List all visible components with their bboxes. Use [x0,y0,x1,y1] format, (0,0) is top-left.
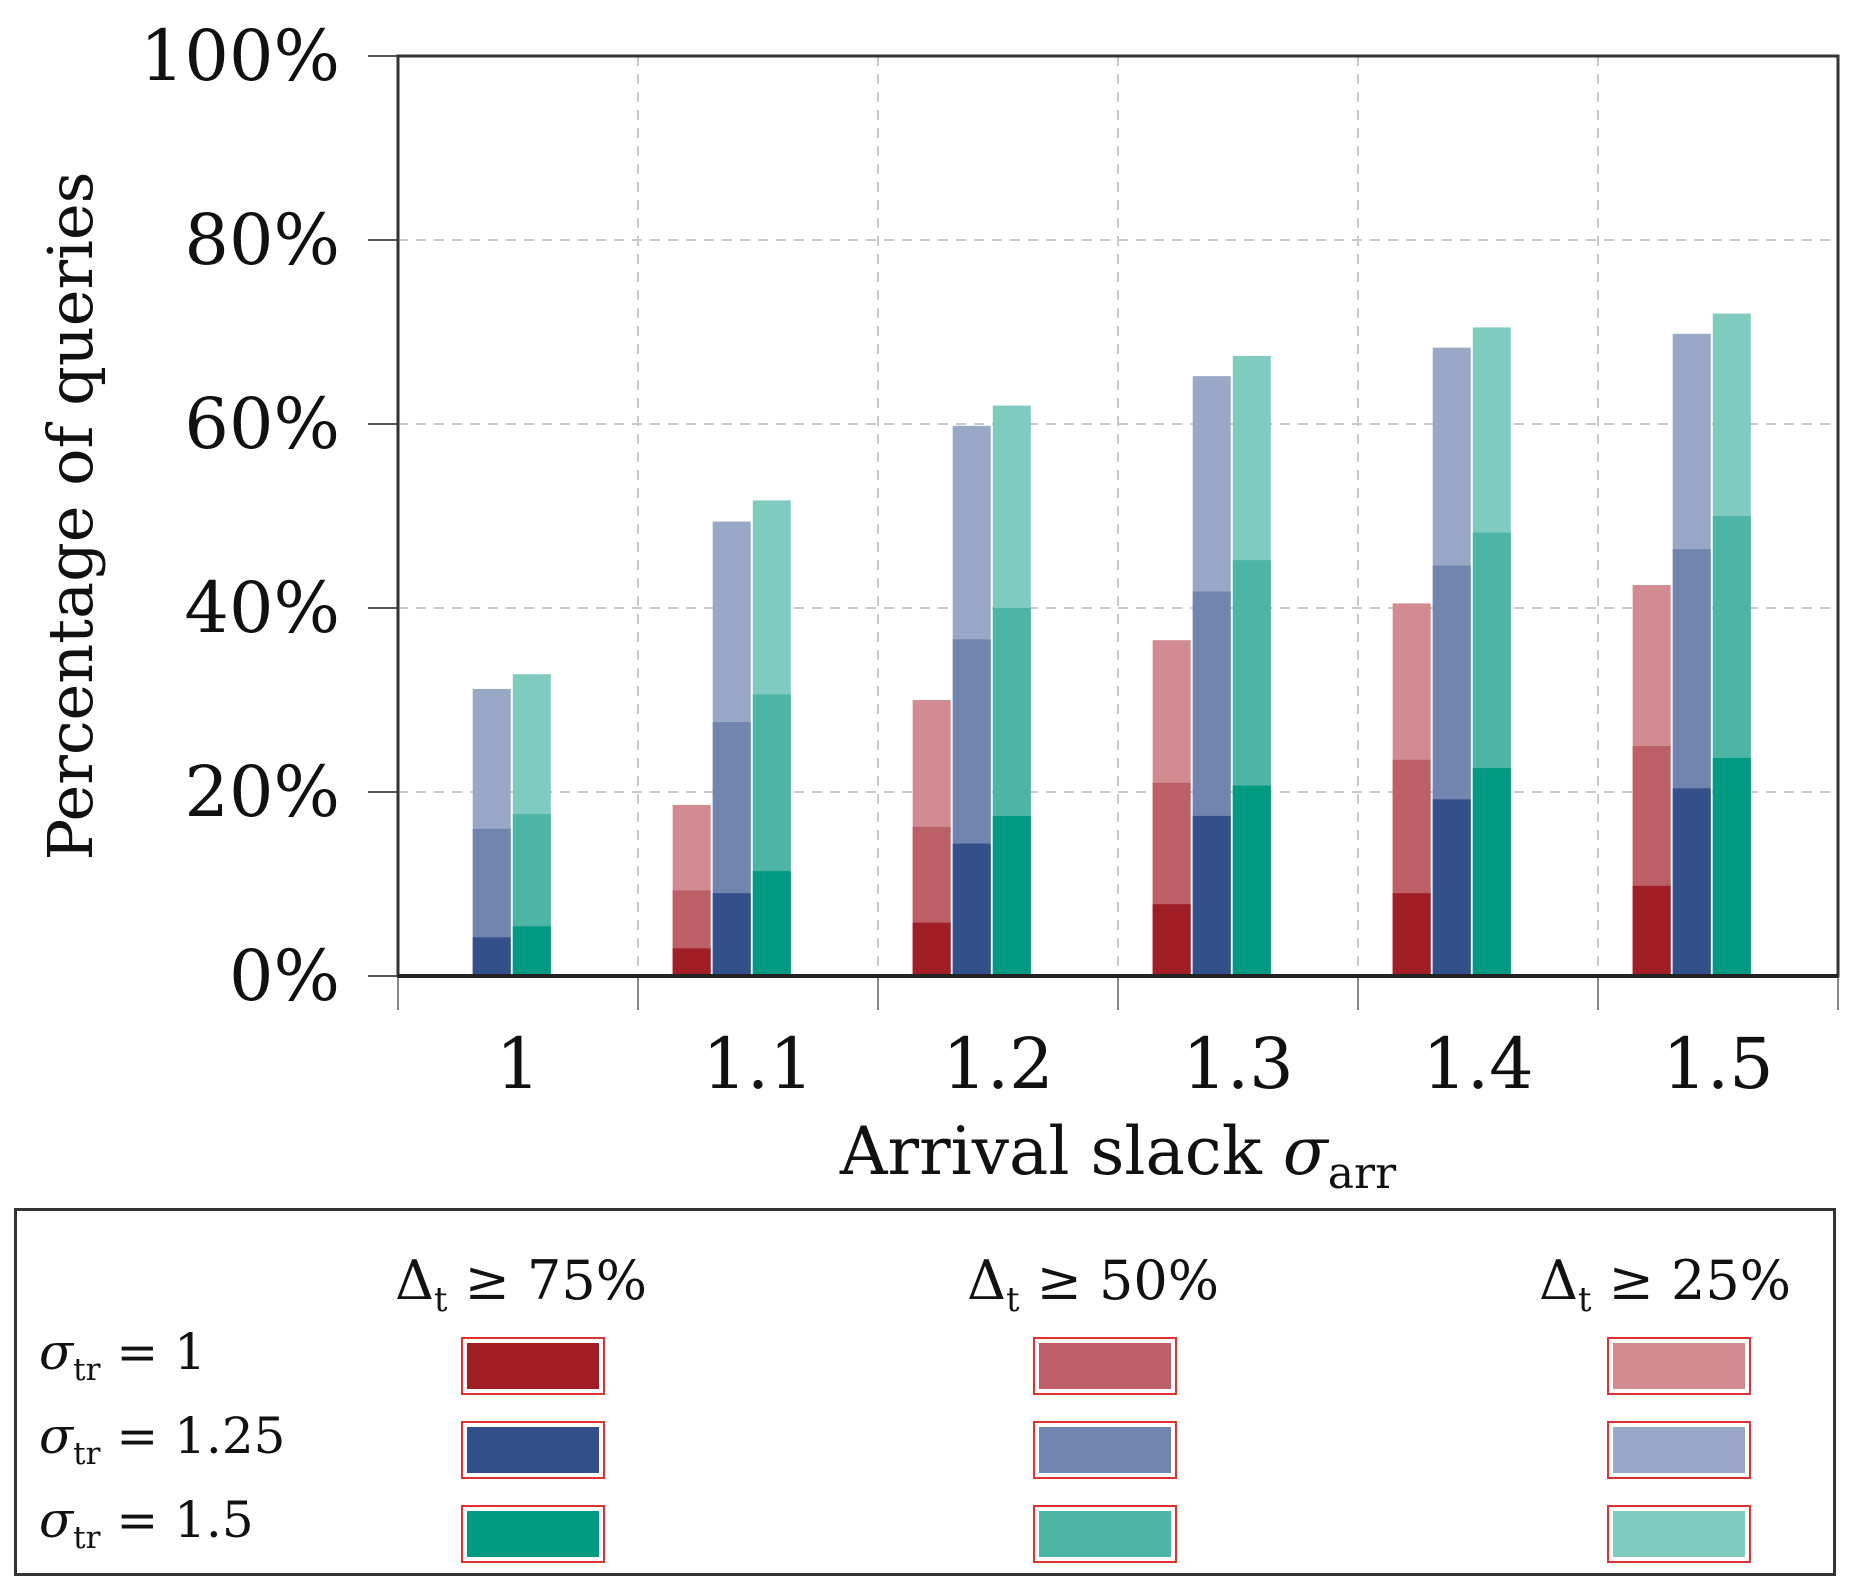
legend-swatch-sigma-tr-1-5-delta-25 [1607,1505,1751,1563]
legend-swatch-sigma-tr-1-delta-25 [1607,1337,1751,1395]
y-tick-label: 60% [184,383,340,465]
bar-sigma-tr-1-delta-75 [1632,885,1671,976]
y-tick-label: 0% [229,935,340,1017]
bar-sigma-tr-1-5-delta-75 [992,815,1031,976]
bar-sigma-tr-1-delta-75 [672,948,711,976]
legend-swatch-sigma-tr-1-delta-50 [1033,1337,1177,1395]
y-tick-label: 40% [184,567,340,649]
bar-sigma-tr-1-25-delta-75 [1432,799,1471,976]
legend-header-50: Δt ≥ 50% [967,1249,1220,1319]
x-tick-label: 1.4 [1422,1023,1533,1105]
x-tick-label: 1.1 [702,1023,813,1105]
legend-swatch-sigma-tr-1-5-delta-75 [461,1505,605,1563]
legend-swatch-sigma-tr-1-delta-75 [461,1337,605,1395]
bar-sigma-tr-1-5-delta-75 [512,926,551,976]
legend-header-25: Δt ≥ 25% [1539,1249,1792,1319]
x-tick-label: 1.5 [1662,1023,1773,1105]
bar-sigma-tr-1-5-delta-75 [1472,768,1511,976]
x-tick-label: 1.2 [942,1023,1053,1105]
bar-sigma-tr-1-25-delta-75 [472,937,511,976]
bar-sigma-tr-1-25-delta-75 [1672,788,1711,976]
x-axis-label: Arrival slack σarr [839,1113,1397,1199]
legend-header-75: Δt ≥ 75% [395,1249,648,1319]
legend-row-label-tr-1: σtr = 1 [39,1323,206,1388]
y-axis-label: Percentage of queries [34,172,107,861]
chart: 0% 20% 40% 60% 80% 100% 1 1.1 1.2 1.3 1.4 1.5 Percen… [34,15,1840,1199]
legend-swatch-sigma-tr-1-25-delta-50 [1033,1421,1177,1479]
bar-sigma-tr-1-delta-75 [1392,893,1431,976]
legend-swatch-sigma-tr-1-5-delta-50 [1033,1505,1177,1563]
y-tick-label: 100% [140,15,340,97]
y-tick-label: 20% [184,751,340,833]
bar-sigma-tr-1-delta-75 [912,922,951,976]
bar-sigma-tr-1-25-delta-75 [952,843,991,976]
bar-sigma-tr-1-25-delta-75 [1192,815,1231,976]
bar-sigma-tr-1-5-delta-75 [1232,785,1271,976]
legend-swatch-sigma-tr-1-25-delta-75 [461,1421,605,1479]
bar-sigma-tr-1-delta-75 [1152,904,1191,976]
bar-sigma-tr-1-25-delta-75 [712,893,751,976]
legend-swatch-sigma-tr-1-25-delta-25 [1607,1421,1751,1479]
legend-row-label-tr-1-5: σtr = 1.5 [39,1491,254,1556]
x-tick-label: 1 [496,1023,541,1105]
bar-sigma-tr-1-5-delta-75 [752,871,791,976]
legend: Δt ≥ 75% Δt ≥ 50% Δt ≥ 25% σtr = 1 σtr =… [14,1208,1836,1576]
legend-row-label-tr-1-25: σtr = 1.25 [39,1407,286,1472]
x-tick-label: 1.3 [1182,1023,1293,1105]
y-tick-label: 80% [184,199,340,281]
bar-sigma-tr-1-5-delta-75 [1712,757,1751,976]
